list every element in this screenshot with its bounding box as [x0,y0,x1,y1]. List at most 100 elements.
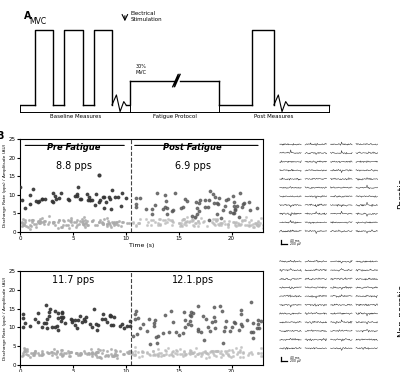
Point [52,193,59,199]
Point [255,218,261,224]
Point [231,206,238,212]
Point [259,353,266,359]
Point [204,350,210,356]
Point [181,310,187,315]
Point [154,340,160,346]
Point [228,354,234,360]
Point [88,346,95,352]
Point [176,332,182,338]
Point [68,219,74,225]
Point [60,350,67,356]
Point [155,353,161,359]
Point [132,311,138,317]
Point [252,221,258,227]
Point [256,220,263,226]
Point [123,195,129,201]
Point [219,207,226,213]
Point [19,219,26,225]
Point [132,348,138,354]
Point [39,215,45,221]
Point [130,219,136,225]
Point [238,311,244,317]
Point [117,324,124,330]
Point [254,221,260,227]
Point [224,221,231,227]
Point [193,199,199,205]
Point [43,316,50,322]
Point [227,328,234,334]
Text: A: A [24,11,31,21]
Point [97,217,103,222]
Point [188,215,195,221]
Point [160,217,166,223]
Point [39,196,45,202]
Point [166,330,172,336]
Point [102,352,109,358]
Point [46,350,53,356]
Point [20,311,26,317]
Point [130,333,136,339]
Point [181,349,187,355]
Point [216,222,222,228]
Point [224,348,230,354]
Point [196,200,202,206]
Point [120,350,126,356]
Point [101,205,107,211]
Point [230,219,236,225]
Point [21,222,27,228]
Point [186,350,193,356]
Point [74,222,80,228]
Point [133,195,139,201]
Point [232,320,238,326]
Point [64,222,71,228]
Point [25,352,32,358]
Point [176,220,182,226]
Point [222,324,228,330]
Point [27,226,34,232]
Point [130,352,137,358]
Point [130,220,136,226]
Point [80,218,86,224]
Point [190,310,196,315]
Point [58,347,65,353]
Point [32,349,38,355]
Point [18,219,25,225]
Point [82,350,88,356]
Point [148,222,154,228]
Point [82,224,89,230]
Point [60,352,67,358]
Point [82,318,88,324]
Point [57,351,63,357]
Point [27,222,33,228]
Point [66,225,72,231]
Point [248,217,254,223]
Point [212,348,218,354]
Point [97,197,103,203]
Point [217,350,224,356]
Point [171,190,178,196]
Point [255,223,261,229]
Point [245,352,251,358]
Point [231,222,238,228]
Point [51,219,58,225]
Point [57,314,64,320]
Point [210,304,217,310]
Point [144,349,150,355]
Point [135,349,142,355]
Point [189,213,195,219]
Point [40,219,46,225]
Point [60,222,66,228]
Point [169,218,175,224]
Point [221,328,227,334]
Point [200,219,206,225]
Point [28,217,35,223]
Point [39,196,45,202]
Point [173,347,179,353]
Point [50,219,56,225]
Point [49,324,55,330]
Point [58,347,64,353]
Point [78,351,84,357]
Point [76,221,82,227]
Point [92,222,98,228]
Point [27,201,33,206]
